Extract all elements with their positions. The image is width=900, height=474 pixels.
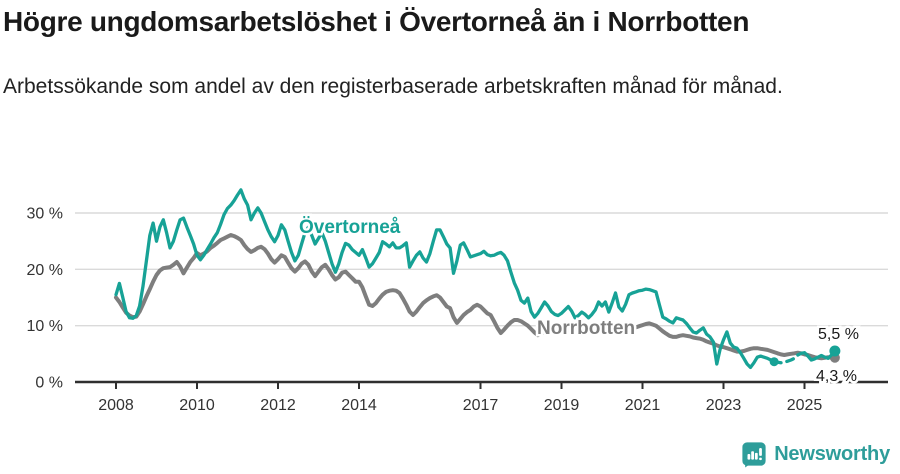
chart-title: Högre ungdomsarbetslöshet i Övertorneå ä… — [3, 6, 750, 37]
series-label-vertorne: Övertorneå — [299, 217, 401, 238]
x-tick-label: 2014 — [341, 397, 377, 414]
y-tick-label: 20 % — [27, 262, 63, 279]
newsworthy-logo: Newsworthy — [741, 441, 890, 468]
x-tick-label: 2021 — [625, 397, 661, 414]
chart-subtitle: Arbetssökande som andel av den registerb… — [3, 75, 783, 98]
y-tick-label: 0 % — [35, 375, 63, 392]
x-tick-label: 2012 — [260, 397, 296, 414]
series-line-vertorne — [796, 349, 837, 362]
series-line-norrbotten — [114, 233, 837, 361]
x-tick-label: 2023 — [706, 397, 742, 414]
y-tick-label: 30 % — [27, 206, 63, 223]
x-tick-label: 2008 — [98, 397, 134, 414]
x-tick-label: 2010 — [179, 397, 215, 414]
x-tick-label: 2017 — [463, 397, 499, 414]
end-value-label: 4,3 % — [816, 368, 857, 385]
data-point-marker — [769, 357, 779, 367]
y-tick-label: 10 % — [27, 318, 63, 335]
newsworthy-logo-text: Newsworthy — [774, 443, 890, 465]
unemployment-line-chart: 0 % 10 % 20 % 30 % 2008 2010 2012 2014 2017 2019 2… — [27, 188, 888, 414]
end-value-label: 5,5 % — [818, 326, 859, 343]
series-label-norrbotten: Norrbotten — [537, 318, 635, 339]
x-tick-label: 2025 — [787, 397, 823, 414]
newsworthy-speech-bubble-bar-chart-icon — [742, 442, 766, 468]
x-tick-label: 2019 — [544, 397, 580, 414]
series-line-vertorne — [114, 188, 776, 370]
series-end-dot — [829, 345, 841, 357]
